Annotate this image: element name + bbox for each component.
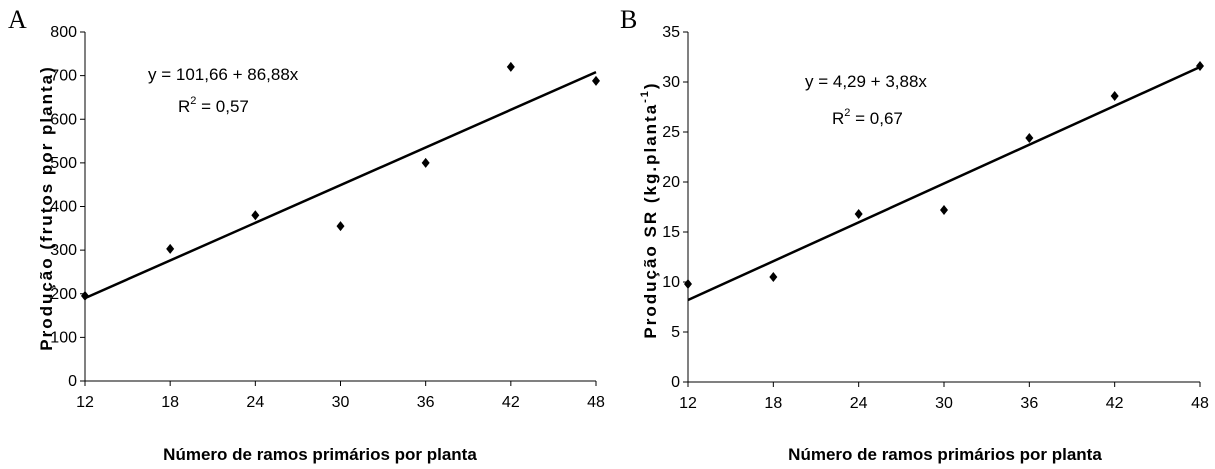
r-squared-b-exponent: 2 [844, 107, 850, 119]
y-tick-label: 35 [662, 24, 680, 41]
x-tick-label: 36 [1020, 395, 1038, 412]
chart-panel-b: B Produção SR (kg.planta-1) Número de ra… [620, 5, 1209, 464]
data-point [1196, 61, 1204, 71]
data-point [336, 221, 345, 232]
y-tick-label: 700 [50, 68, 77, 85]
data-point [769, 272, 778, 282]
r-squared-b-label: R [832, 109, 844, 128]
x-tick-label: 42 [502, 394, 520, 411]
trendline-b [687, 65, 1201, 302]
x-ticks-b: 12 18 24 30 36 42 48 [679, 382, 1209, 412]
x-tick-label: 48 [1191, 395, 1209, 412]
y-ticks-a: 0 100 200 300 400 500 600 700 800 [50, 24, 85, 390]
data-point [421, 157, 430, 168]
data-point [251, 210, 260, 221]
x-tick-label: 18 [764, 395, 782, 412]
chart-panel-a: A Produção (frutos por planta) Número de… [8, 5, 605, 464]
regression-equation-a: y = 101,66 + 86,88x [148, 65, 299, 84]
data-point [1110, 91, 1119, 101]
y-axis-title-b: Produção SR (kg.planta-1) [639, 81, 660, 338]
trendline-a [84, 70, 597, 300]
y-tick-label: 100 [50, 329, 77, 346]
y-tick-label: 25 [662, 124, 680, 141]
x-ticks-a: 12 18 24 30 36 42 48 [76, 381, 605, 411]
y-tick-label: 500 [50, 155, 77, 172]
x-tick-label: 18 [161, 394, 179, 411]
x-tick-label: 12 [76, 394, 94, 411]
y-tick-label: 30 [662, 74, 680, 91]
y-tick-label: 800 [50, 24, 77, 41]
x-tick-label: 36 [417, 394, 435, 411]
y-tick-label: 5 [671, 324, 680, 341]
y-axis-title-b-close: ) [641, 81, 660, 89]
x-tick-label: 24 [246, 394, 264, 411]
r-squared-a-label: R [178, 97, 190, 116]
y-tick-label: 20 [662, 174, 680, 191]
points-b [684, 61, 1204, 289]
y-tick-label: 0 [671, 374, 680, 391]
panel-label-b: B [620, 5, 637, 34]
y-axis-title-b-exponent: -1 [639, 89, 651, 103]
data-point [166, 243, 175, 254]
data-point [81, 290, 89, 301]
y-tick-label: 200 [50, 286, 77, 303]
trendline-b [687, 65, 1201, 302]
data-point [506, 61, 515, 72]
x-tick-label: 42 [1106, 395, 1124, 412]
data-point [684, 279, 692, 289]
r-squared-a: R2 = 0,57 [178, 95, 249, 116]
y-axis-title-a: Produção (frutos por planta) [37, 65, 56, 351]
y-tick-label: 15 [662, 224, 680, 241]
r-squared-a-value: = 0,57 [196, 97, 248, 116]
x-tick-label: 30 [332, 394, 350, 411]
data-point [940, 205, 948, 215]
axes-a [84, 32, 596, 382]
r-squared-a-exponent: 2 [190, 95, 196, 107]
data-point [1025, 133, 1034, 143]
r-squared-b: R2 = 0,67 [832, 107, 903, 128]
regression-equation-b: y = 4,29 + 3,88x [805, 72, 927, 91]
y-tick-label: 0 [68, 373, 77, 390]
data-point [854, 209, 863, 219]
data-point [592, 75, 600, 86]
y-ticks-b: 0 5 10 15 20 25 30 35 [662, 24, 688, 391]
x-tick-label: 48 [587, 394, 605, 411]
x-axis-title-b: Número de ramos primários por planta [788, 445, 1102, 464]
x-tick-label: 24 [850, 395, 868, 412]
x-axis-title-a: Número de ramos primários por planta [163, 445, 477, 464]
panel-label-a: A [8, 5, 27, 34]
trendline-a [84, 70, 597, 300]
r-squared-b-value: = 0,67 [850, 109, 902, 128]
x-tick-label: 12 [679, 395, 697, 412]
y-tick-label: 300 [50, 242, 77, 259]
points-a [81, 61, 600, 301]
y-tick-label: 10 [662, 274, 680, 291]
x-tick-label: 30 [935, 395, 953, 412]
y-tick-label: 400 [50, 199, 77, 216]
y-tick-label: 600 [50, 111, 77, 128]
y-axis-title-b-text: Produção SR (kg.planta [641, 103, 660, 339]
